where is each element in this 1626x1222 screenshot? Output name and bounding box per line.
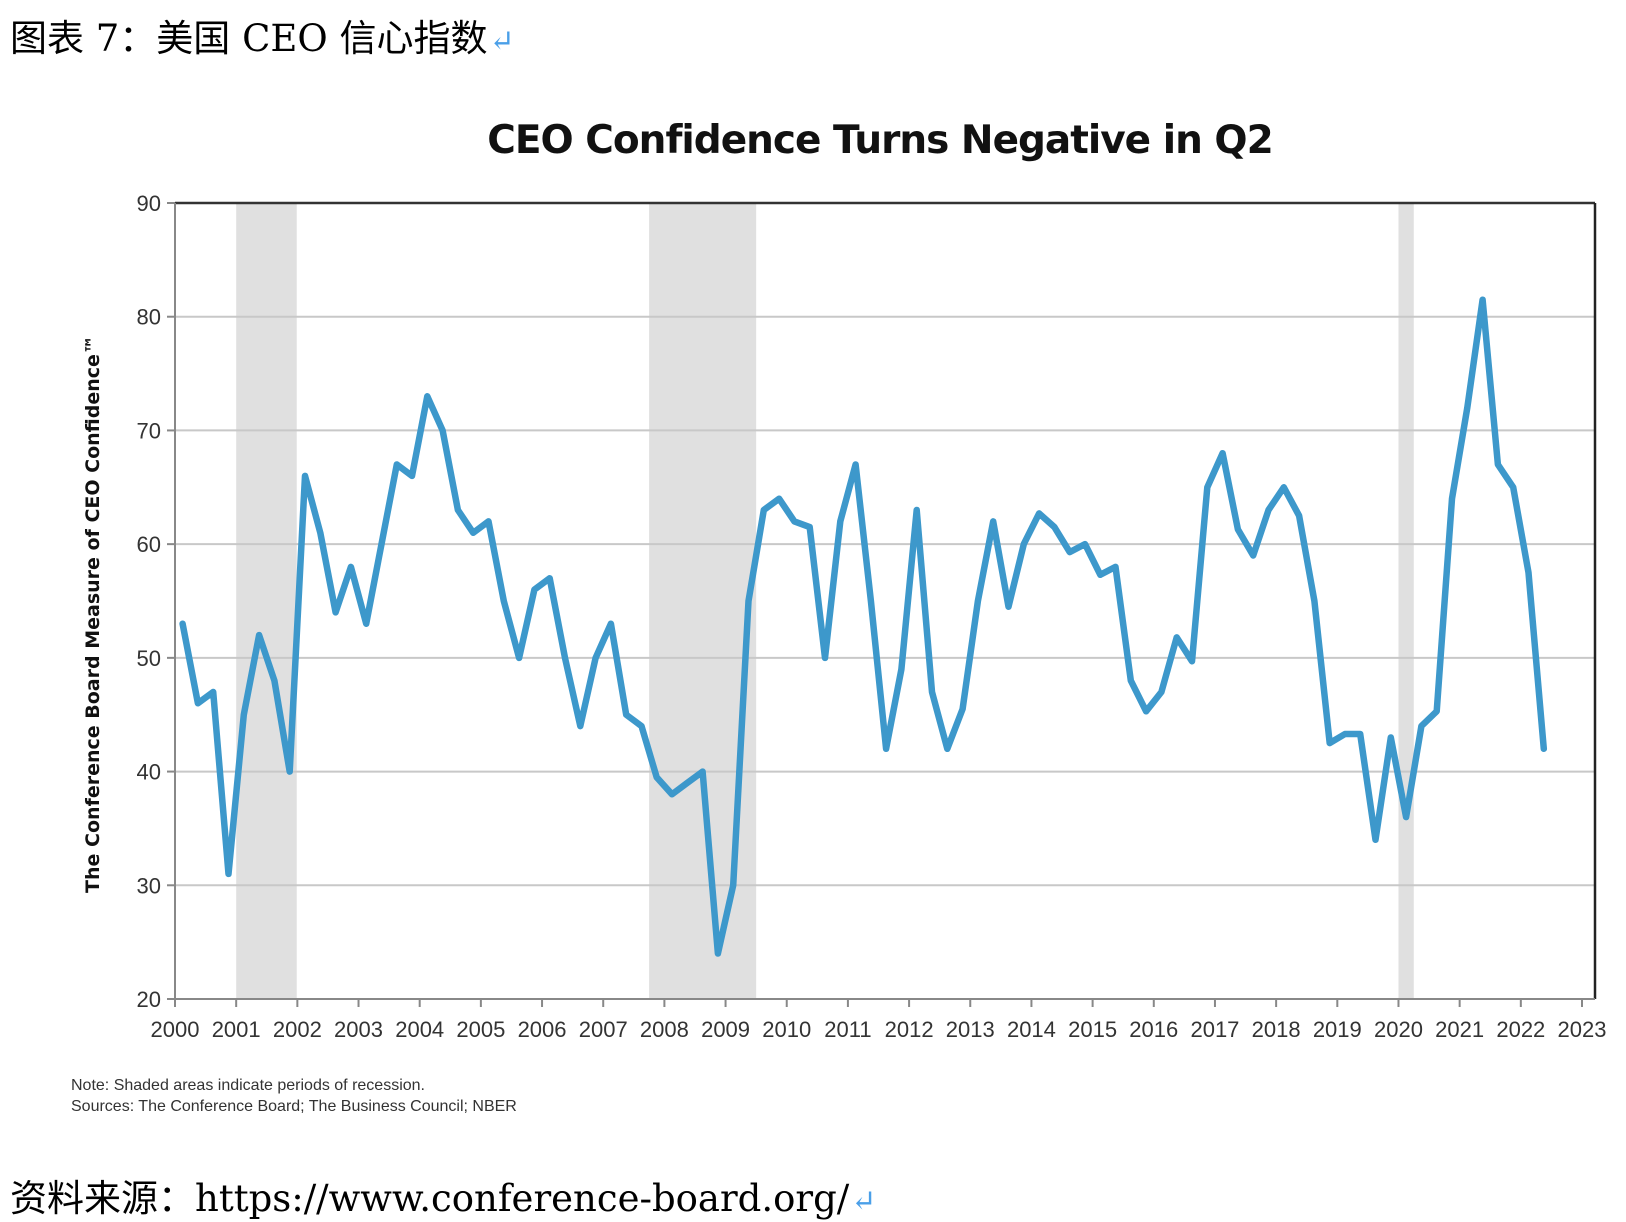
sources-text: Sources: The Conference Board; The Busin… bbox=[71, 1098, 517, 1116]
y-tick-label: 80 bbox=[137, 305, 161, 330]
y-tick-label: 60 bbox=[137, 532, 161, 557]
x-tick-label: 2012 bbox=[885, 1017, 934, 1042]
y-tick-label: 90 bbox=[137, 191, 161, 216]
y-tick-label: 40 bbox=[137, 760, 161, 785]
x-tick-label: 2008 bbox=[640, 1017, 689, 1042]
x-tick-label: 2000 bbox=[151, 1017, 200, 1042]
x-tick-label: 2013 bbox=[946, 1017, 995, 1042]
x-tick-label: 2020 bbox=[1374, 1017, 1423, 1042]
x-tick-label: 2006 bbox=[518, 1017, 567, 1042]
y-tick-label: 50 bbox=[137, 646, 161, 671]
x-tick-label: 2007 bbox=[579, 1017, 628, 1042]
x-tick-label: 2018 bbox=[1252, 1017, 1301, 1042]
x-tick-label: 2015 bbox=[1068, 1017, 1117, 1042]
y-tick-label: 20 bbox=[137, 987, 161, 1012]
x-tick-label: 2002 bbox=[273, 1017, 322, 1042]
series-line bbox=[183, 300, 1544, 954]
series-layer bbox=[183, 300, 1544, 954]
x-tick-label: 2014 bbox=[1007, 1017, 1056, 1042]
note-text: Note: Shaded areas indicate periods of r… bbox=[71, 1077, 425, 1095]
x-tick-label: 2022 bbox=[1496, 1017, 1545, 1042]
recession-band bbox=[649, 203, 756, 999]
x-tick-label: 2021 bbox=[1435, 1017, 1484, 1042]
x-tick-label: 2011 bbox=[824, 1017, 871, 1042]
recession-band bbox=[236, 203, 297, 999]
recession-bands bbox=[236, 203, 1414, 999]
recession-band bbox=[1398, 203, 1413, 999]
x-tick-label: 2010 bbox=[762, 1017, 811, 1042]
y-tick-label: 70 bbox=[137, 418, 161, 443]
y-tick-label: 30 bbox=[137, 873, 161, 898]
x-tick-label: 2019 bbox=[1313, 1017, 1362, 1042]
x-tick-label: 2017 bbox=[1190, 1017, 1239, 1042]
x-tick-label: 2009 bbox=[701, 1017, 750, 1042]
y-axis-label: The Conference Board Measure of CEO Conf… bbox=[82, 335, 104, 893]
x-tick-label: 2003 bbox=[334, 1017, 383, 1042]
x-tick-label: 2005 bbox=[456, 1017, 505, 1042]
x-tick-label: 2023 bbox=[1558, 1017, 1607, 1042]
x-tick-label: 2016 bbox=[1129, 1017, 1178, 1042]
x-tick-label: 2004 bbox=[395, 1017, 444, 1042]
x-tick-label: 2001 bbox=[212, 1017, 261, 1042]
